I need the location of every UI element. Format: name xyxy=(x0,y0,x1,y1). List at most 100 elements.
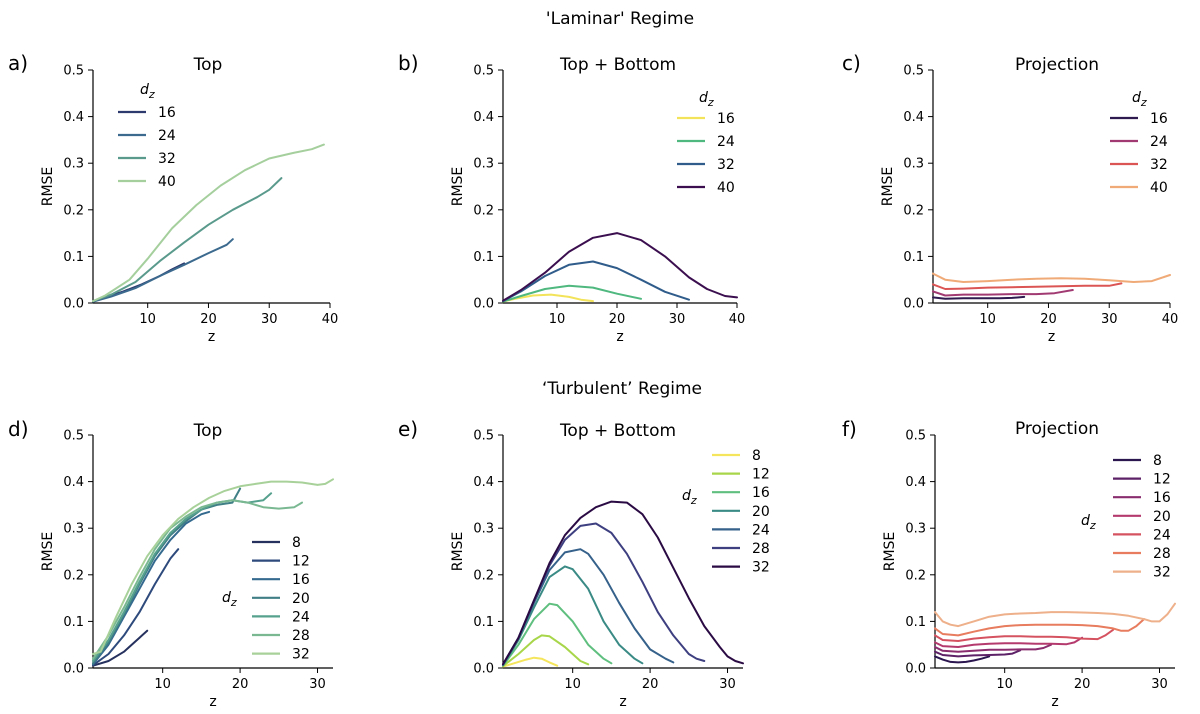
series-line-40 xyxy=(502,232,738,302)
legend-title: dz xyxy=(699,90,714,109)
legend: dz 8 12 16 20 24 28 32 xyxy=(682,448,770,576)
panel-f: f) Projection 0.0 0.1 0.2 0.3 0.4 0.5 10 20 30 z RMS… xyxy=(842,417,1176,710)
y-tick-label: 0.5 xyxy=(63,429,84,444)
y-tick-label: 0.4 xyxy=(473,110,494,125)
series-line-24 xyxy=(92,238,234,303)
panel-c: c) Projection 0.0 0.1 0.2 0.3 0.4 0.5 10 20 30 40 z R… xyxy=(842,51,1178,345)
legend-title: dz xyxy=(1132,90,1147,109)
x-tick-label: 10 xyxy=(549,312,566,327)
x-tick-label: 30 xyxy=(719,677,736,692)
x-tick-label: 20 xyxy=(232,677,249,692)
legend-entry: 16 xyxy=(1150,111,1168,127)
y-tick-label: 0.4 xyxy=(63,475,84,490)
panel-a: a) Top 0.0 0.1 0.2 0.3 0.4 0.5 10 20 30 40 z RMSE dz16… xyxy=(8,51,338,345)
series-line-20 xyxy=(934,636,1084,648)
panel-label: d) xyxy=(8,417,29,441)
legend-entry: 28 xyxy=(292,628,310,644)
panel-label: a) xyxy=(8,51,28,75)
y-tick-label: 0.3 xyxy=(473,157,494,172)
turbulent-regime-title: ‘Turbulent’ Regime xyxy=(542,379,702,399)
legend-entry: 20 xyxy=(292,591,310,607)
legend-entry: 32 xyxy=(752,560,770,576)
x-tick-label: 30 xyxy=(1151,677,1168,692)
panel-title: Top xyxy=(193,421,223,441)
legend-title: dz xyxy=(222,590,237,609)
legend-entry: 24 xyxy=(752,522,770,538)
panel-label: b) xyxy=(398,51,419,75)
y-tick-label: 0.2 xyxy=(473,568,494,583)
panel-title: Top + Bottom xyxy=(559,55,676,75)
y-tick-label: 0.5 xyxy=(903,64,924,79)
series-line-32 xyxy=(502,500,744,666)
x-tick-label: 10 xyxy=(154,677,171,692)
y-axis-label: RMSE xyxy=(880,167,896,207)
legend-entry: 24 xyxy=(158,128,176,144)
series-line-28 xyxy=(92,499,303,660)
series-line-32 xyxy=(92,177,283,303)
series-line-32 xyxy=(92,478,334,655)
y-axis-label: RMSE xyxy=(882,532,898,572)
legend-title: dz xyxy=(140,82,155,101)
series-line-32 xyxy=(934,602,1176,628)
y-tick-label: 0.1 xyxy=(903,250,924,265)
y-tick-label: 0.5 xyxy=(63,64,84,79)
y-tick-label: 0.2 xyxy=(903,203,924,218)
series-line-16 xyxy=(502,602,613,667)
y-tick-label: 0.0 xyxy=(903,297,924,312)
series-line-24 xyxy=(932,289,1074,297)
x-tick-label: 30 xyxy=(309,677,326,692)
series-line-16 xyxy=(92,510,211,666)
x-tick-label: 20 xyxy=(609,312,626,327)
legend-entry: 24 xyxy=(292,609,310,625)
x-tick-label: 20 xyxy=(1040,312,1057,327)
series-line-24 xyxy=(502,548,675,666)
series-line-32 xyxy=(932,282,1123,290)
y-tick-label: 0.0 xyxy=(905,662,926,677)
legend: dz 8 12 16 20 24 28 32 xyxy=(222,535,310,663)
x-axis-label: z xyxy=(616,329,623,345)
legend-entry: 16 xyxy=(717,111,735,127)
panel-label: c) xyxy=(842,51,861,75)
y-axis-label: RMSE xyxy=(450,532,466,572)
legend-entry: 20 xyxy=(1153,509,1171,525)
series-line-16 xyxy=(932,295,1026,300)
series-line-20 xyxy=(92,487,242,665)
series-line-16 xyxy=(934,643,1053,653)
y-tick-label: 0.0 xyxy=(63,662,84,677)
series-line-12 xyxy=(92,548,180,667)
y-tick-label: 0.4 xyxy=(63,110,84,125)
series-line-8 xyxy=(92,629,149,667)
y-tick-label: 0.3 xyxy=(473,522,494,537)
legend-entry: 24 xyxy=(1153,527,1171,543)
x-tick-label: 30 xyxy=(1101,312,1118,327)
x-tick-label: 40 xyxy=(729,312,746,327)
panel-e: e) Top + Bottom 0.0 0.1 0.2 0.3 0.4 0.5 10 20 30 z R… xyxy=(398,417,770,710)
legend-entry: 40 xyxy=(717,180,735,196)
y-tick-label: 0.2 xyxy=(473,203,494,218)
x-tick-label: 30 xyxy=(669,312,686,327)
y-tick-label: 0.2 xyxy=(905,568,926,583)
x-axis-label: z xyxy=(1048,329,1055,345)
panel-title: Top xyxy=(193,55,223,75)
x-tick-label: 20 xyxy=(642,677,659,692)
series-line-12 xyxy=(502,634,590,668)
y-tick-label: 0.0 xyxy=(473,297,494,312)
legend-entry: 16 xyxy=(292,572,310,588)
y-tick-label: 0.1 xyxy=(473,250,494,265)
series-line-40 xyxy=(932,272,1171,283)
x-axis-label: z xyxy=(1051,694,1058,710)
legend-entry: 12 xyxy=(292,554,310,570)
legend-entry: 12 xyxy=(1153,472,1171,488)
x-axis-label: z xyxy=(208,329,215,345)
legend-entry: 8 xyxy=(752,448,761,464)
panel-title: Projection xyxy=(1015,55,1099,75)
y-axis-label: RMSE xyxy=(40,167,56,207)
legend-entry: 40 xyxy=(1150,180,1168,196)
y-tick-label: 0.2 xyxy=(63,203,84,218)
y-tick-label: 0.1 xyxy=(905,615,926,630)
x-axis-label: z xyxy=(619,694,626,710)
